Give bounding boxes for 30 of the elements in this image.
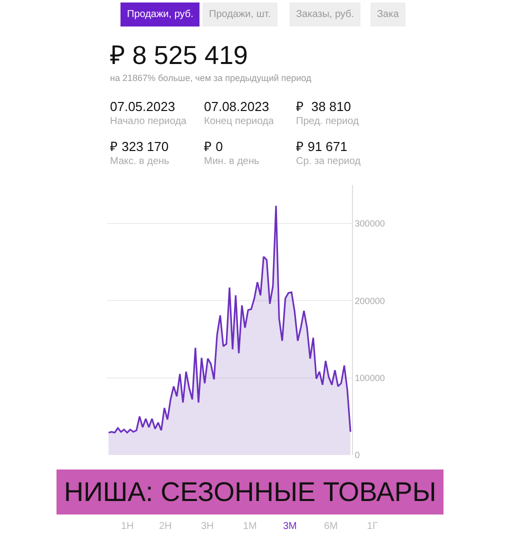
text: ₽ 38 810 xyxy=(296,99,351,114)
text: Макс. в день xyxy=(110,156,170,167)
chart-subtitle: на 21867% больше, чем за предыдущий период xyxy=(110,73,312,83)
text: НИША: СЕЗОННЫЕ ТОВАРЫ xyxy=(64,477,436,507)
chart-title: ₽ 8 525 419 xyxy=(110,40,248,70)
text: 07.08.2023 xyxy=(204,99,270,114)
text: 07.05.2023 xyxy=(110,99,176,114)
text: Мин. в день xyxy=(204,156,260,167)
text: 6М xyxy=(324,521,338,532)
text: 3М xyxy=(283,521,297,532)
y-tick-label: 100000 xyxy=(354,373,385,384)
text: Заказы, руб. xyxy=(296,9,354,20)
y-tick-label: 200000 xyxy=(354,296,385,306)
text: 1М xyxy=(243,521,257,532)
text: ₽ 91 671 xyxy=(296,139,348,154)
text: ₽ 323 170 xyxy=(110,139,169,154)
y-tick-label: 0 xyxy=(354,450,360,460)
text: Ср. за период xyxy=(296,156,361,167)
text: 1Г xyxy=(367,521,379,532)
text: Зака xyxy=(377,9,400,20)
text: Продажи, шт. xyxy=(209,9,271,20)
text: 2Н xyxy=(159,521,172,532)
text: Конец периода xyxy=(204,116,274,127)
text: Пред. период xyxy=(296,116,359,127)
text: ₽ 0 xyxy=(204,139,223,154)
y-tick-label: 300000 xyxy=(354,218,385,229)
text: Начало периода xyxy=(110,116,187,127)
text: Продажи, руб. xyxy=(127,9,194,20)
text: 1Н xyxy=(121,521,134,532)
text: 3Н xyxy=(201,521,214,532)
